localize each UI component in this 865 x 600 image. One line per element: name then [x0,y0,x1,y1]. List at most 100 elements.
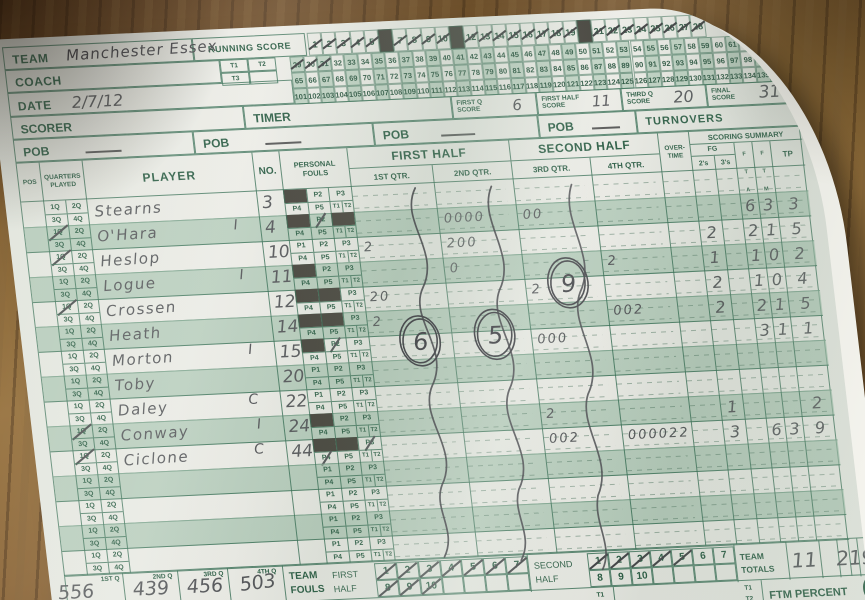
player-number-handwritten: 22 [284,391,309,413]
player-number-cell [293,513,324,540]
foul-box-p1: P1 [317,487,342,502]
summary-2s-cell: 1 [718,393,745,420]
third-quarter-cell: 002 [541,424,624,454]
pos-cell [50,450,75,476]
foul-box-label: P5 [335,378,345,386]
foul-box-label: P5 [352,527,363,535]
player-number-cell: 14 [270,314,301,341]
summary-value-handwritten: 1 [776,319,790,339]
foul-box-label: P3 [368,463,378,472]
quarter-played-label: 4Q [90,364,101,373]
quarter-played-label: 4Q [111,538,122,547]
foul-box-p2: P2 [305,188,330,202]
scorer-label: SCORER [19,120,73,137]
foul-box-p5: P5 [315,275,340,289]
twos-header: 2's [698,159,709,168]
summary-tp-cell: 2 [798,389,835,416]
first-half-foul-bottom-cell [506,573,531,591]
pos-cell [33,301,58,327]
summary-2s-cell: 1 [701,244,728,271]
third-quarter-cell [550,499,633,528]
foul-box-label: P3 [353,339,363,347]
quarter-played-cell: 3Q [70,436,94,451]
player-number-handwritten: 10 [266,241,291,263]
quarter-played-label: 3Q [86,515,97,523]
summary-tp-cell: 1 [789,314,826,342]
second-quarter-cell [454,353,537,383]
overtime-cell [687,394,722,422]
foul-box-label: T2 [379,501,387,509]
overtime-cell [693,444,728,472]
fourth-quarter-cell: 002 [606,296,679,325]
player-number-cell: 15 [273,339,304,366]
foul-box-p1: P1 [294,288,319,303]
foul-box-p5: P5 [330,399,355,414]
foul-box-p2: P2 [337,461,362,476]
summary-value-handwritten: 6 [744,195,757,216]
foul-box-label: P4 [327,503,337,512]
summary-tp-cell: 4 [784,265,820,292]
foul-box-label: P5 [338,403,348,411]
quarter-played-cell: 4Q [77,311,101,325]
first-half-foul-bottom-cell: 8 [375,579,400,598]
foul-box-label: T1 [367,502,376,509]
foul-box-label: P5 [314,204,325,212]
third-quarter-cell: 2 [538,399,621,429]
foul-box-p5: P5 [312,250,337,264]
quarter-played-label: 4Q [75,240,87,248]
overtime-cell [696,469,731,496]
summary-value-handwritten: 2 [755,295,769,315]
foul-tally-cross [630,551,650,568]
summary-value-handwritten: 1 [708,247,721,268]
summary-3s-cell [750,467,775,494]
quarter-score-handwritten: 0000 [443,209,486,227]
quarter-played-label: 1Q [58,278,69,286]
player-header: PLAYER [141,167,197,185]
second-quarter-cell [445,278,528,308]
quarter-played-cell: 2Q [76,299,100,313]
running-score-cell: 64 [765,33,781,51]
player-number-cell: 12 [267,289,298,316]
foul-box-label: P5 [355,552,366,560]
foul-box-label: P2 [354,539,364,547]
foul-box-label: T1 [373,552,382,559]
overtime-cell [673,270,708,297]
quarter-played-cell: 4Q [92,435,116,450]
player-number-handwritten: 11 [269,266,294,288]
fourth-quarter-cell [623,446,697,475]
player-number-cell: 24 [282,414,313,441]
fourth-quarter-cell [629,495,703,525]
quarter-played-label: 3Q [89,539,100,548]
summary-2s-cell [733,518,760,545]
quarter-played-cell: 1Q [81,524,105,538]
foul-tally-cross [441,560,461,577]
second-quarter-cell [457,378,539,408]
summary-value-handwritten: 2 [711,272,724,293]
summary-tp-cell: 2 [781,240,817,267]
foul-box-p3: P3 [328,186,353,201]
foul-box-label: T1 [332,203,341,211]
quarter-played-label: 2Q [103,476,114,484]
quarter-played-label: 2Q [86,326,97,335]
foul-box-label: P1 [311,366,321,374]
first-half-score-value: 11 [590,91,612,111]
overtime-cell [690,419,725,447]
summary-value-handwritten: 1 [773,294,787,315]
player-number-handwritten: 44 [290,441,315,463]
overtime-cell [667,220,702,247]
first-half-header: FIRST HALF [390,145,468,164]
quarter-played-label: 3Q [60,291,71,299]
foul-box-label: P2 [313,191,323,199]
foul-tally-cross [651,550,671,567]
foul-box-label: P4 [318,429,328,437]
first-half-foul-bottom-cell [485,574,509,593]
quarter-played-cell: 2Q [102,523,126,537]
second-half-foul-bottom-cell: 9 [609,568,633,587]
pos-cell [27,251,52,277]
quarter-played-label: 3Q [77,440,89,448]
player-number-cell: 4 [258,215,289,242]
overtime-cell [678,320,713,347]
quarter-played-label: 2Q [109,526,120,534]
foul-box-label: P3 [341,239,352,248]
